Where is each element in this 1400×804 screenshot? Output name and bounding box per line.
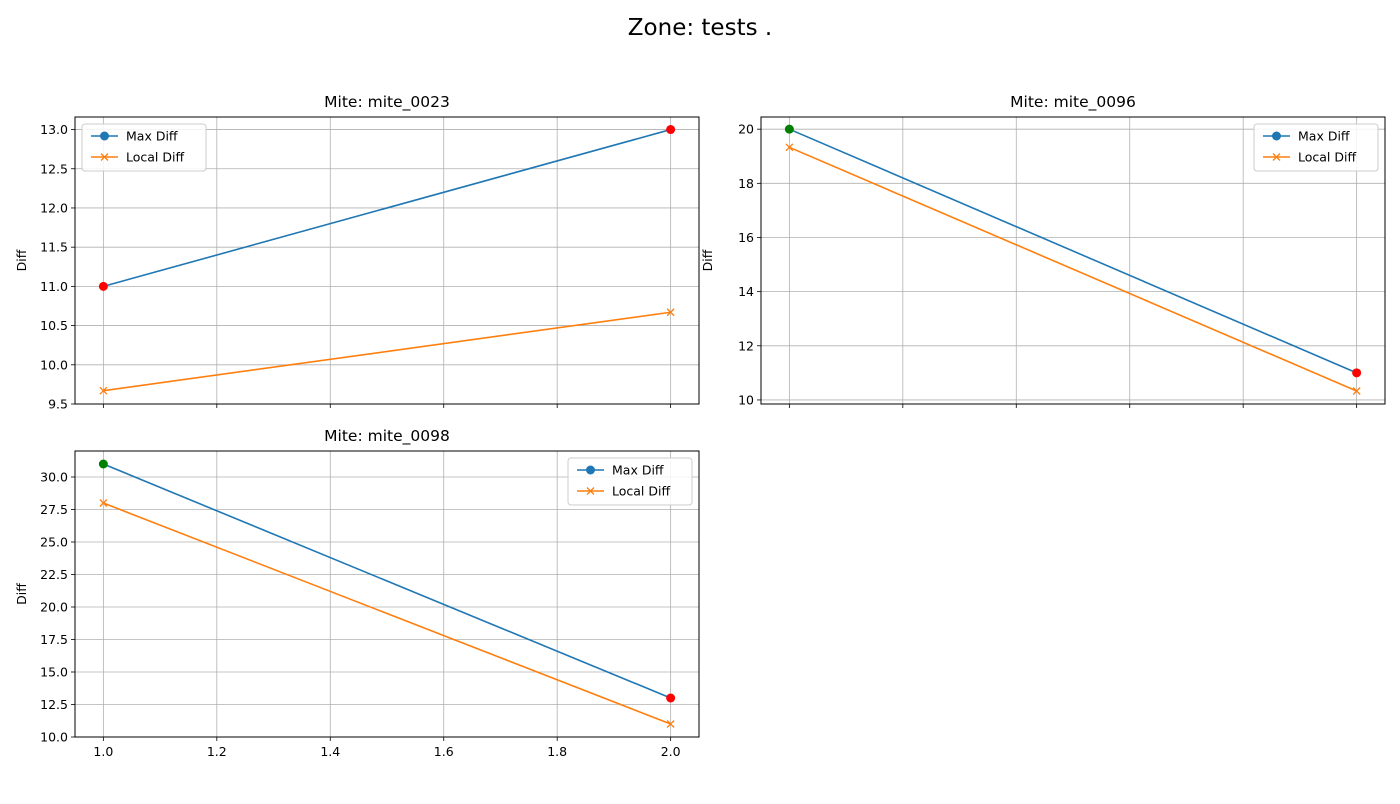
data-point xyxy=(98,281,108,291)
series-line-2 xyxy=(789,146,1357,392)
legend-marker xyxy=(586,487,595,495)
x-tick-label: 1.8 xyxy=(547,744,567,759)
data-point xyxy=(784,124,794,134)
y-tick-label: 9.5 xyxy=(48,397,68,412)
legend-label: Local Diff xyxy=(126,150,184,165)
data-point xyxy=(98,459,108,469)
data-point xyxy=(99,499,108,507)
legend-marker xyxy=(100,131,109,141)
y-tick-label: 12.0 xyxy=(40,200,68,215)
chart-title: Mite: mite_0096 xyxy=(1010,93,1136,112)
y-axis-label: Diff xyxy=(14,583,29,605)
data-point xyxy=(666,125,676,135)
chart-title: Mite: mite_0098 xyxy=(324,427,450,446)
y-tick-label: 12.5 xyxy=(40,161,68,176)
y-tick-label: 11.0 xyxy=(40,279,68,294)
legend-label: Max Diff xyxy=(1298,129,1350,144)
y-tick-label: 15.0 xyxy=(40,665,68,680)
y-axis-label: Diff xyxy=(14,249,29,271)
data-point xyxy=(785,143,794,152)
y-tick-label: 10.0 xyxy=(40,730,68,745)
series-line-2 xyxy=(103,311,671,392)
y-tick-label: 20 xyxy=(738,122,754,137)
y-tick-label: 10.5 xyxy=(40,318,68,333)
data-point xyxy=(1352,368,1362,378)
y-tick-label: 22.5 xyxy=(40,567,68,582)
y-tick-label: 18 xyxy=(738,176,754,191)
data-point xyxy=(666,720,675,728)
data-point xyxy=(99,386,108,395)
axes-frame xyxy=(74,116,700,405)
y-tick-label: 12 xyxy=(738,338,754,353)
legend-label: Max Diff xyxy=(126,129,178,144)
series-line-2 xyxy=(103,502,671,725)
x-tick-label: 1.6 xyxy=(434,744,454,759)
legend: Max Diff Local Diff xyxy=(1253,123,1379,172)
data-point xyxy=(666,308,675,317)
data-point xyxy=(1352,387,1361,395)
y-tick-label: 12.5 xyxy=(40,697,68,712)
x-tick-label: 2.0 xyxy=(661,744,681,759)
data-point xyxy=(666,693,676,703)
series-line-1 xyxy=(103,463,671,699)
y-tick-label: 27.5 xyxy=(40,502,68,517)
y-tick-label: 20.0 xyxy=(40,600,68,615)
y-tick-label: 17.5 xyxy=(40,632,68,647)
y-tick-label: 13.0 xyxy=(40,122,68,137)
axes-frame xyxy=(760,116,1386,405)
chart-panel-3: 1.0 1.2 1.4 1.6 1.8 2.0 10.0 12.5 15.0 17.5 20.0 22… xyxy=(14,427,700,759)
y-tick-label: 30.0 xyxy=(40,470,68,485)
x-tick-label: 1.2 xyxy=(207,744,227,759)
x-tick-label: 1.4 xyxy=(320,744,340,759)
series-line-1 xyxy=(789,128,1357,374)
legend-marker xyxy=(1272,131,1281,141)
legend: Max Diff Local Diff xyxy=(81,123,207,172)
figure-title: Zone: tests . xyxy=(628,15,772,41)
y-tick-label: 14 xyxy=(738,284,754,299)
chart-panel-1: 9.5 10.0 10.5 11.0 11.5 12.0 12.5 13.0 Mite: mit… xyxy=(14,93,700,412)
y-tick-label: 11.5 xyxy=(40,240,68,255)
y-axis-label: Diff xyxy=(700,249,715,271)
legend-marker xyxy=(586,465,595,475)
x-tick-label: 1.0 xyxy=(93,744,113,759)
y-tick-label: 25.0 xyxy=(40,535,68,550)
y-tick-label: 10.0 xyxy=(40,357,68,372)
legend-label: Max Diff xyxy=(612,463,664,478)
y-tick-label: 10 xyxy=(738,392,754,407)
legend-label: Local Diff xyxy=(612,484,670,499)
legend: Max Diff Local Diff xyxy=(567,457,693,506)
legend-label: Local Diff xyxy=(1298,150,1356,165)
series-line-1 xyxy=(103,128,671,288)
legend-marker xyxy=(1272,153,1281,161)
y-tick-label: 16 xyxy=(738,230,754,245)
axes-frame xyxy=(74,450,700,738)
chart-panel-2: 10 12 14 16 18 20 Mite: mite_0096 Diff Max Diff L… xyxy=(700,93,1386,408)
legend-marker xyxy=(100,153,109,161)
chart-title: Mite: mite_0023 xyxy=(324,93,450,112)
